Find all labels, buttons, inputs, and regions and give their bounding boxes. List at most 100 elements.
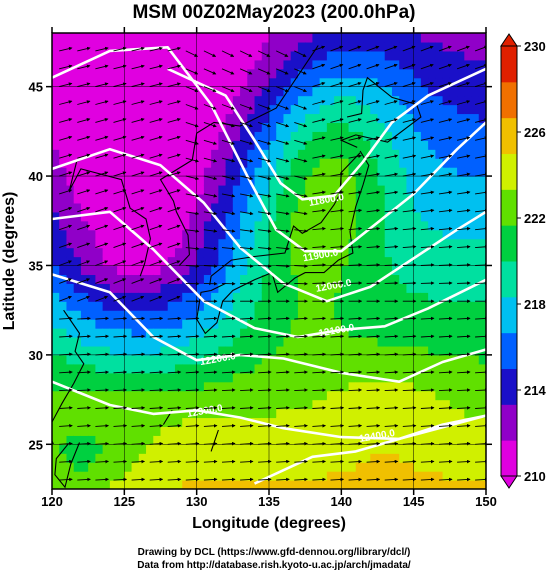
wind-arrow bbox=[384, 208, 399, 213]
wind-arrow bbox=[221, 86, 235, 93]
wind-arrow bbox=[438, 334, 453, 339]
wind-arrow bbox=[240, 193, 254, 198]
wind-arrow bbox=[384, 245, 399, 249]
wind-arrow bbox=[131, 171, 145, 177]
wind-arrow bbox=[438, 370, 453, 374]
wind-arrow bbox=[420, 118, 435, 123]
wind-arrow bbox=[457, 263, 471, 267]
y-axis-label: Latitude (degrees) bbox=[1, 192, 18, 331]
wind-arrow bbox=[294, 264, 308, 268]
wind-arrow bbox=[348, 118, 362, 123]
wind-arrow bbox=[167, 135, 181, 141]
wind-arrow bbox=[131, 189, 145, 195]
wind-arrow bbox=[59, 242, 73, 249]
wind-arrow bbox=[203, 370, 218, 374]
colorbar-segment bbox=[501, 117, 517, 154]
drawing-credit: Drawing by DCL (https://www.gfd-dennou.o… bbox=[137, 547, 411, 558]
wind-arrow bbox=[276, 459, 290, 464]
wind-arrow bbox=[312, 245, 326, 249]
wind-arrow bbox=[276, 86, 289, 93]
wind-arrow bbox=[221, 423, 236, 428]
wind-arrow bbox=[221, 370, 236, 374]
wind-arrow bbox=[95, 82, 109, 88]
wind-arrow bbox=[239, 104, 253, 110]
wind-arrow bbox=[457, 459, 471, 464]
wind-arrow bbox=[384, 154, 399, 159]
wind-arrow bbox=[149, 352, 164, 357]
wind-arrow bbox=[185, 334, 200, 339]
wind-arrow bbox=[402, 245, 417, 249]
wind-arrow bbox=[59, 206, 73, 213]
y-tick-label: 40 bbox=[29, 169, 43, 184]
wind-arrow bbox=[348, 334, 363, 339]
wind-arrow bbox=[258, 229, 272, 233]
wind-arrow bbox=[203, 334, 218, 339]
wind-arrow bbox=[240, 406, 254, 410]
wind-arrow bbox=[59, 46, 73, 52]
wind-arrow bbox=[203, 86, 217, 93]
wind-arrow bbox=[221, 193, 236, 198]
x-axis-label: Longitude (degrees) bbox=[192, 515, 346, 532]
wind-arrow bbox=[384, 334, 399, 339]
wind-arrow bbox=[438, 45, 452, 52]
wind-arrow bbox=[113, 459, 128, 464]
wind-arrow bbox=[420, 459, 435, 464]
wind-arrow bbox=[203, 459, 218, 464]
wind-arrow bbox=[167, 278, 181, 284]
wind-arrow bbox=[113, 189, 127, 195]
wind-arrow bbox=[384, 459, 399, 464]
wind-arrow bbox=[420, 81, 434, 88]
wind-arrow bbox=[420, 154, 435, 159]
wind-arrow bbox=[131, 64, 145, 70]
wind-arrow bbox=[420, 100, 434, 105]
wind-arrow bbox=[258, 423, 272, 428]
wind-arrow bbox=[348, 263, 363, 267]
wind-arrow bbox=[167, 64, 181, 70]
wind-arrow bbox=[149, 441, 164, 446]
wind-arrow bbox=[203, 121, 217, 128]
wind-arrow bbox=[330, 370, 345, 374]
wind-arrow bbox=[294, 229, 308, 233]
wind-arrow bbox=[221, 104, 235, 110]
wind-arrow bbox=[457, 172, 471, 177]
wind-arrow bbox=[294, 68, 307, 75]
wind-arrow bbox=[402, 441, 417, 446]
wind-arrow bbox=[59, 82, 73, 88]
wind-arrow bbox=[294, 50, 307, 57]
wind-arrow bbox=[294, 139, 308, 145]
wind-arrow bbox=[185, 175, 200, 181]
wind-arrow bbox=[312, 406, 326, 410]
wind-arrow bbox=[167, 406, 182, 410]
wind-arrow bbox=[240, 316, 254, 321]
wind-arrow bbox=[221, 352, 236, 357]
wind-arrow bbox=[366, 118, 380, 123]
wind-arrow bbox=[167, 477, 182, 482]
wind-arrow bbox=[366, 334, 381, 339]
wind-arrow bbox=[366, 459, 381, 464]
wind-arrow bbox=[221, 121, 235, 128]
wind-arrow bbox=[113, 100, 127, 105]
wind-arrow bbox=[203, 139, 217, 145]
wind-arrow bbox=[131, 370, 146, 374]
wind-arrow bbox=[312, 100, 326, 105]
wind-arrow bbox=[384, 352, 399, 357]
wind-arrow bbox=[59, 224, 73, 231]
wind-arrow bbox=[149, 64, 163, 70]
colorbar-segment bbox=[501, 225, 517, 262]
wind-arrow bbox=[330, 226, 344, 231]
wind-arrow bbox=[258, 406, 272, 410]
wind-arrow bbox=[402, 172, 417, 177]
wind-arrow bbox=[221, 175, 236, 181]
wind-arrow bbox=[420, 63, 434, 70]
wind-arrow bbox=[457, 154, 471, 159]
wind-arrow bbox=[402, 477, 417, 482]
wind-arrow bbox=[438, 63, 452, 70]
wind-arrow bbox=[131, 135, 145, 141]
wind-arrow bbox=[258, 264, 272, 268]
wind-arrow bbox=[131, 278, 145, 284]
wind-arrow bbox=[294, 316, 308, 321]
wind-arrow bbox=[240, 370, 254, 374]
wind-arrow bbox=[203, 68, 217, 75]
y-tick-label: 25 bbox=[29, 437, 43, 452]
wind-arrow bbox=[221, 139, 235, 145]
